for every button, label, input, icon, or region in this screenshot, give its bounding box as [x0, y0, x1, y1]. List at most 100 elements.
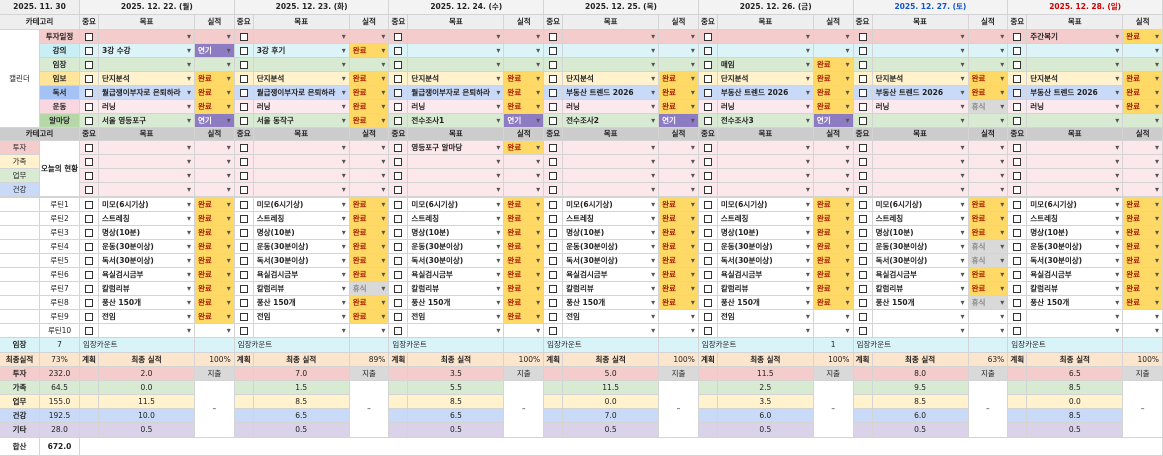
- goal-cell[interactable]: [563, 58, 660, 72]
- checkbox[interactable]: [394, 270, 403, 279]
- goal-cell[interactable]: 전임: [717, 310, 814, 324]
- checkbox[interactable]: [703, 270, 712, 279]
- checkbox[interactable]: [1013, 284, 1022, 293]
- goal-cell[interactable]: [99, 30, 195, 44]
- goal-cell[interactable]: 러닝: [1027, 100, 1124, 114]
- goal-cell[interactable]: 운동(30분이상): [408, 240, 505, 254]
- goal-cell[interactable]: 미모(6시기상): [563, 198, 660, 212]
- checkbox[interactable]: [85, 228, 93, 237]
- checkbox[interactable]: [239, 214, 248, 223]
- checkbox[interactable]: [703, 171, 712, 180]
- goal-cell[interactable]: [563, 30, 660, 44]
- checkbox[interactable]: [394, 200, 403, 209]
- checkbox[interactable]: [858, 326, 867, 335]
- checkbox[interactable]: [549, 256, 558, 265]
- result-dropdown[interactable]: 완료: [195, 240, 235, 254]
- result-dropdown[interactable]: [813, 169, 854, 183]
- checkbox[interactable]: [549, 46, 558, 55]
- result-dropdown[interactable]: 완료: [504, 310, 545, 324]
- result-dropdown[interactable]: 완료: [659, 268, 699, 282]
- goal-cell[interactable]: [1027, 155, 1124, 169]
- goal-cell[interactable]: 러닝: [253, 100, 350, 114]
- result-dropdown[interactable]: [659, 44, 699, 58]
- checkbox[interactable]: [703, 312, 712, 321]
- checkbox[interactable]: [85, 116, 93, 125]
- result-dropdown[interactable]: 완료: [659, 282, 699, 296]
- result-dropdown[interactable]: 완료: [1123, 268, 1163, 282]
- checkbox[interactable]: [239, 116, 248, 125]
- result-dropdown[interactable]: 완료: [968, 86, 1009, 100]
- result-dropdown[interactable]: [195, 169, 235, 183]
- result-dropdown[interactable]: 완료: [349, 72, 390, 86]
- result-dropdown[interactable]: [968, 114, 1009, 128]
- goal-cell[interactable]: 러닝: [99, 100, 195, 114]
- result-dropdown[interactable]: 연기: [813, 114, 854, 128]
- goal-cell[interactable]: 스트레칭: [253, 212, 350, 226]
- goal-cell[interactable]: 칼럼리뷰: [717, 282, 814, 296]
- result-dropdown[interactable]: 완료: [349, 310, 390, 324]
- result-dropdown[interactable]: [349, 155, 390, 169]
- checkbox[interactable]: [1013, 298, 1022, 307]
- goal-cell[interactable]: [717, 44, 814, 58]
- goal-cell[interactable]: 단지분석: [408, 72, 505, 86]
- checkbox[interactable]: [703, 60, 712, 69]
- result-dropdown[interactable]: 완료: [968, 268, 1009, 282]
- goal-cell[interactable]: 미모(6시기상): [408, 198, 505, 212]
- goal-cell[interactable]: 전임: [99, 310, 195, 324]
- goal-cell[interactable]: 풍산 150개: [563, 296, 660, 310]
- result-dropdown[interactable]: 완료: [349, 226, 390, 240]
- result-dropdown[interactable]: 완료: [349, 296, 390, 310]
- result-dropdown[interactable]: [504, 169, 545, 183]
- goal-cell[interactable]: [1027, 58, 1124, 72]
- result-dropdown[interactable]: 완료: [813, 254, 854, 268]
- goal-cell[interactable]: [1027, 169, 1124, 183]
- goal-cell[interactable]: 매임: [717, 58, 814, 72]
- checkbox[interactable]: [549, 228, 558, 237]
- goal-cell[interactable]: 독서(30분이상): [99, 254, 195, 268]
- result-dropdown[interactable]: 휴식: [968, 240, 1009, 254]
- result-dropdown[interactable]: 완료: [813, 72, 854, 86]
- result-dropdown[interactable]: 완료: [349, 268, 390, 282]
- checkbox[interactable]: [394, 171, 403, 180]
- goal-cell[interactable]: 러닝: [563, 100, 660, 114]
- checkbox[interactable]: [703, 326, 712, 335]
- goal-cell[interactable]: [99, 155, 195, 169]
- result-dropdown[interactable]: 완료: [813, 296, 854, 310]
- result-dropdown[interactable]: 완료: [349, 198, 390, 212]
- goal-cell[interactable]: 부동산 트렌드 2026: [872, 86, 969, 100]
- goal-cell[interactable]: 칼럼리뷰: [408, 282, 505, 296]
- goal-cell[interactable]: 단지분석: [99, 72, 195, 86]
- result-dropdown[interactable]: 완료: [813, 226, 854, 240]
- result-dropdown[interactable]: 완료: [813, 198, 854, 212]
- goal-cell[interactable]: 풍산 150개: [408, 296, 505, 310]
- result-dropdown[interactable]: 연기: [195, 44, 235, 58]
- result-dropdown[interactable]: 연기: [659, 114, 699, 128]
- result-dropdown[interactable]: [349, 141, 390, 155]
- result-dropdown[interactable]: 완료: [195, 100, 235, 114]
- checkbox[interactable]: [858, 157, 867, 166]
- checkbox[interactable]: [85, 102, 93, 111]
- checkbox[interactable]: [549, 171, 558, 180]
- result-dropdown[interactable]: [659, 141, 699, 155]
- result-dropdown[interactable]: [968, 169, 1009, 183]
- checkbox[interactable]: [703, 116, 712, 125]
- result-dropdown[interactable]: 연기: [195, 114, 235, 128]
- checkbox[interactable]: [85, 171, 93, 180]
- checkbox[interactable]: [239, 102, 248, 111]
- result-dropdown[interactable]: 완료: [1123, 296, 1163, 310]
- checkbox[interactable]: [549, 143, 558, 152]
- result-dropdown[interactable]: [349, 324, 390, 338]
- checkbox[interactable]: [858, 143, 867, 152]
- goal-cell[interactable]: 전수조사2: [563, 114, 660, 128]
- goal-cell[interactable]: [563, 183, 660, 197]
- goal-cell[interactable]: [99, 169, 195, 183]
- result-dropdown[interactable]: [195, 155, 235, 169]
- result-dropdown[interactable]: [1123, 155, 1163, 169]
- result-dropdown[interactable]: [1123, 169, 1163, 183]
- result-dropdown[interactable]: 완료: [504, 212, 545, 226]
- result-dropdown[interactable]: [813, 183, 854, 197]
- checkbox[interactable]: [239, 88, 248, 97]
- goal-cell[interactable]: 명상(10분): [563, 226, 660, 240]
- checkbox[interactable]: [858, 284, 867, 293]
- result-dropdown[interactable]: [968, 155, 1009, 169]
